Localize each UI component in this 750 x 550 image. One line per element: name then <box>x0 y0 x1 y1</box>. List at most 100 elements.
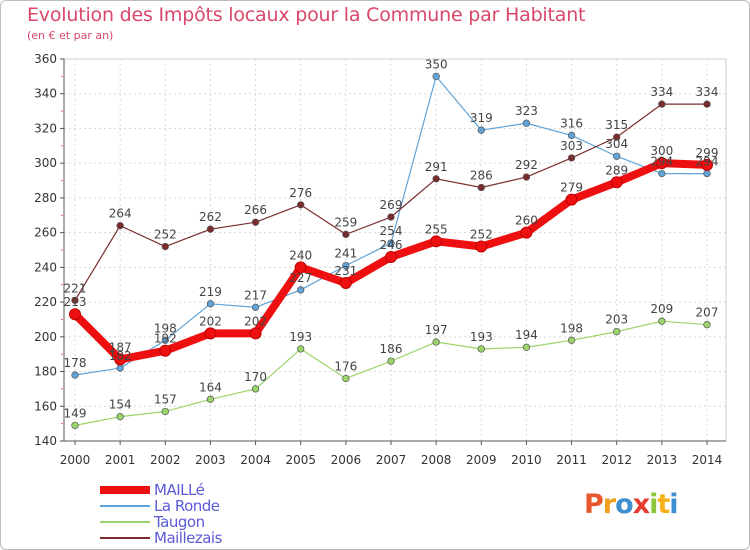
data-label: 255 <box>425 222 448 236</box>
data-point <box>161 242 169 251</box>
data-point <box>613 327 621 336</box>
data-point <box>703 100 711 108</box>
legend-label: La Ronde <box>154 497 220 515</box>
data-point <box>565 193 578 206</box>
data-labels-layer: 213 187 192 202 202 240 231 246 255 252 260 279 289 3… <box>64 57 719 420</box>
data-label: 266 <box>244 203 267 217</box>
data-label: 319 <box>470 111 493 125</box>
logo-letter: i <box>669 489 678 520</box>
data-label: 202 <box>244 314 267 328</box>
data-point <box>432 72 440 81</box>
data-point <box>387 239 395 247</box>
x-tick-label: 2007 <box>376 453 407 467</box>
y-tick-label: 320 <box>34 121 57 135</box>
x-tick-label: 2009 <box>466 453 497 467</box>
data-point <box>430 235 443 248</box>
data-label: 227 <box>289 271 312 285</box>
data-label: 154 <box>109 398 132 412</box>
y-tick-label: 180 <box>34 365 57 379</box>
y-tick-label: 280 <box>34 191 57 205</box>
x-tick-label: 2002 <box>150 453 181 467</box>
grid <box>63 58 727 442</box>
data-label: 279 <box>560 181 583 195</box>
data-point <box>251 218 260 226</box>
data-point <box>116 222 124 230</box>
x-tick-label: 2004 <box>240 453 271 467</box>
data-label: 259 <box>334 215 357 229</box>
data-point <box>432 175 440 183</box>
data-point <box>342 261 350 270</box>
chart-title: Evolution des Impôts locaux pour la Comm… <box>27 4 586 26</box>
data-label: 276 <box>289 186 312 200</box>
data-point <box>249 327 262 340</box>
data-label: 323 <box>515 104 538 118</box>
logo-letter: t <box>657 489 670 520</box>
y-tick-label: 340 <box>34 87 57 101</box>
data-label: 203 <box>605 313 628 327</box>
data-label: 262 <box>199 210 222 224</box>
logo-letter: o <box>615 489 634 520</box>
x-tick-label: 2005 <box>285 453 316 467</box>
data-point <box>387 213 395 221</box>
data-label: 269 <box>380 198 403 212</box>
data-label: 221 <box>64 281 87 295</box>
legend-label: Taugon <box>154 513 205 531</box>
x-tick-label: 2011 <box>556 453 587 467</box>
data-label: 334 <box>650 85 673 99</box>
data-point <box>342 230 350 239</box>
data-label: 193 <box>289 330 312 344</box>
data-label: 170 <box>244 370 267 384</box>
data-label: 246 <box>380 238 403 252</box>
data-label: 291 <box>425 160 448 174</box>
data-label: 315 <box>605 118 628 132</box>
data-point <box>206 300 215 308</box>
data-label: 299 <box>696 146 719 160</box>
data-label: 182 <box>109 349 132 363</box>
data-point <box>116 364 124 372</box>
x-tick-label: 2003 <box>195 453 226 467</box>
data-label: 241 <box>334 247 357 261</box>
data-label: 300 <box>650 144 673 158</box>
data-point <box>206 395 215 403</box>
data-label: 294 <box>650 155 673 169</box>
data-point <box>71 371 79 379</box>
data-label: 198 <box>154 321 177 335</box>
data-point <box>567 336 576 344</box>
legend-label: Maillezais <box>154 529 222 547</box>
logo-letter: P <box>584 489 604 520</box>
data-label: 260 <box>515 214 538 228</box>
logo-letter: r <box>602 489 616 520</box>
legend-swatch <box>100 537 150 539</box>
data-point <box>385 250 397 263</box>
data-label: 157 <box>154 392 177 406</box>
data-label: 294 <box>696 155 719 169</box>
data-point <box>522 343 531 351</box>
data-label: 286 <box>470 168 493 182</box>
data-label: 187 <box>109 340 132 354</box>
data-point <box>251 385 260 393</box>
legend-swatch <box>100 521 150 523</box>
data-point <box>477 183 485 192</box>
data-point <box>339 276 352 289</box>
data-label: 219 <box>199 285 222 299</box>
data-point <box>71 296 79 305</box>
data-point <box>159 344 172 357</box>
data-label: 240 <box>289 248 312 262</box>
data-point <box>69 308 81 321</box>
data-label: 264 <box>109 207 132 221</box>
data-label: 252 <box>470 228 493 242</box>
data-point <box>522 173 531 181</box>
data-label: 193 <box>470 330 493 344</box>
data-point <box>655 157 668 170</box>
data-point <box>703 321 711 329</box>
legend-swatch <box>100 486 150 494</box>
y-tick-label: 260 <box>34 226 57 240</box>
data-label: 197 <box>425 323 448 337</box>
data-label: 186 <box>380 342 403 356</box>
x-tick-label: 2013 <box>647 453 678 467</box>
y-tick-label: 160 <box>34 399 57 413</box>
data-label: 303 <box>560 139 583 153</box>
data-point <box>658 100 666 108</box>
data-label: 252 <box>154 228 177 242</box>
data-point <box>613 152 621 160</box>
